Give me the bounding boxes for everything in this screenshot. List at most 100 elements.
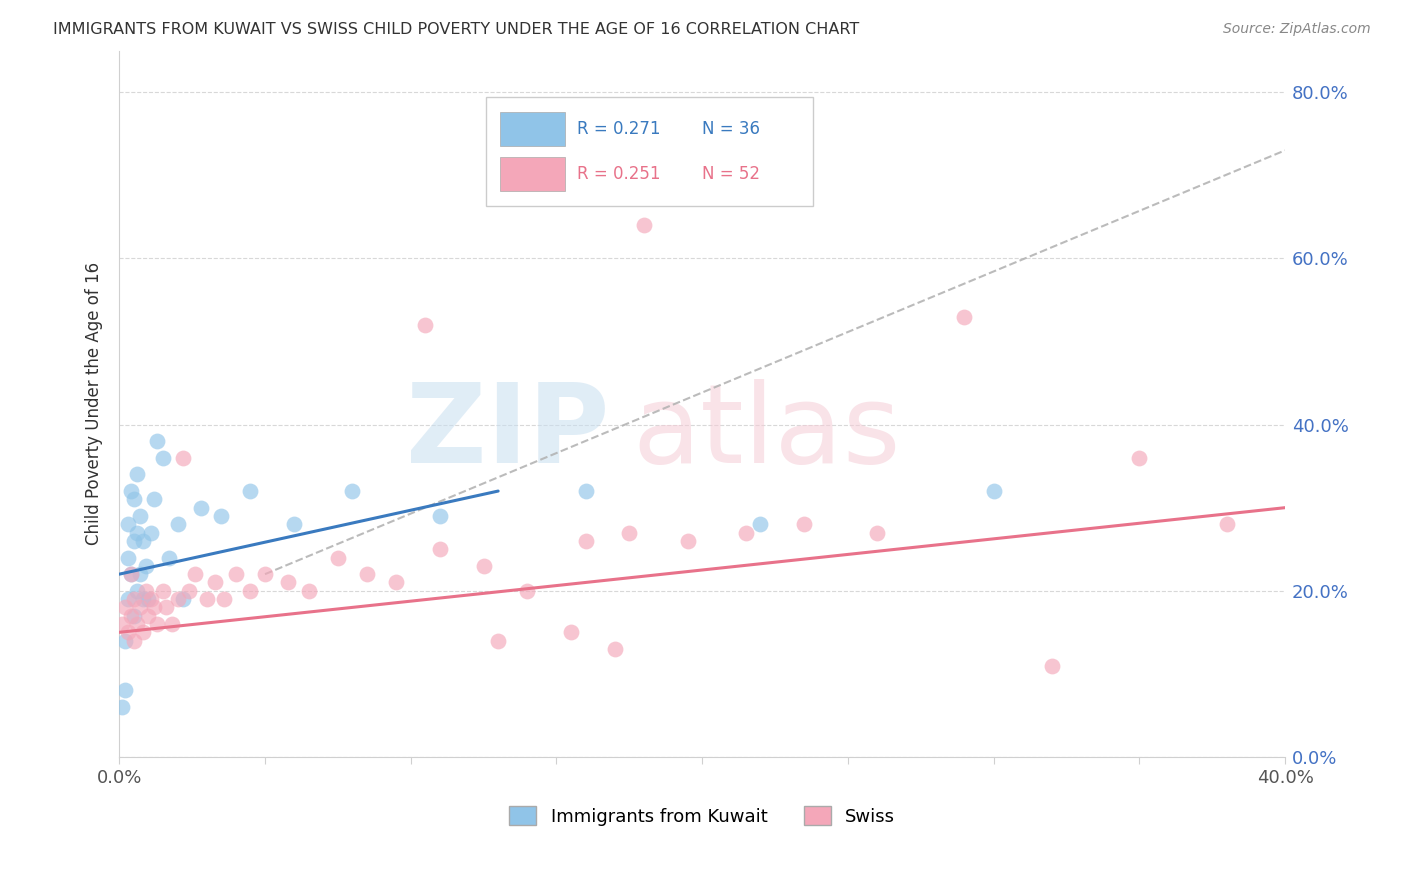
Point bbox=[141, 592, 163, 607]
Text: atlas: atlas bbox=[633, 378, 901, 485]
Point bbox=[734, 525, 756, 540]
Point bbox=[356, 567, 378, 582]
Point bbox=[122, 492, 145, 507]
Point bbox=[166, 517, 188, 532]
Point bbox=[239, 583, 262, 598]
Point bbox=[603, 642, 626, 657]
FancyBboxPatch shape bbox=[486, 96, 813, 206]
Point bbox=[172, 450, 194, 465]
Point bbox=[155, 600, 177, 615]
Point bbox=[983, 484, 1005, 499]
Point bbox=[574, 533, 596, 548]
Point bbox=[1040, 658, 1063, 673]
Point bbox=[143, 492, 166, 507]
Point bbox=[253, 567, 276, 582]
Point bbox=[619, 525, 641, 540]
Point bbox=[120, 567, 142, 582]
Point bbox=[120, 567, 142, 582]
Point bbox=[195, 592, 218, 607]
Point bbox=[111, 617, 134, 632]
Point bbox=[204, 575, 226, 590]
Point bbox=[160, 617, 183, 632]
Point bbox=[146, 617, 169, 632]
Point bbox=[486, 633, 509, 648]
Point bbox=[283, 517, 305, 532]
Point bbox=[472, 558, 495, 573]
Point bbox=[298, 583, 321, 598]
Point bbox=[1215, 517, 1237, 532]
Point bbox=[146, 434, 169, 449]
Point bbox=[690, 185, 713, 199]
FancyBboxPatch shape bbox=[501, 112, 565, 146]
Point bbox=[166, 592, 188, 607]
Point bbox=[131, 592, 153, 607]
Point bbox=[190, 500, 212, 515]
Point bbox=[125, 467, 148, 482]
Point bbox=[122, 533, 145, 548]
Point bbox=[429, 508, 451, 523]
Point bbox=[114, 633, 136, 648]
Text: R = 0.251: R = 0.251 bbox=[578, 164, 661, 183]
Point bbox=[1128, 450, 1150, 465]
Point bbox=[184, 567, 207, 582]
Point bbox=[138, 592, 160, 607]
Point bbox=[122, 633, 145, 648]
Point bbox=[138, 608, 160, 623]
Point bbox=[212, 592, 235, 607]
Point bbox=[385, 575, 408, 590]
Point bbox=[120, 484, 142, 499]
Point bbox=[239, 484, 262, 499]
Point bbox=[152, 450, 174, 465]
Point bbox=[117, 517, 139, 532]
Point bbox=[141, 525, 163, 540]
Point bbox=[143, 600, 166, 615]
Point bbox=[749, 517, 772, 532]
Point bbox=[120, 608, 142, 623]
Legend: Immigrants from Kuwait, Swiss: Immigrants from Kuwait, Swiss bbox=[509, 806, 896, 826]
Point bbox=[134, 558, 156, 573]
Text: N = 52: N = 52 bbox=[702, 164, 761, 183]
Text: N = 36: N = 36 bbox=[702, 120, 761, 138]
Y-axis label: Child Poverty Under the Age of 16: Child Poverty Under the Age of 16 bbox=[86, 262, 103, 545]
Point bbox=[676, 533, 699, 548]
Point bbox=[152, 583, 174, 598]
Point bbox=[131, 625, 153, 640]
Text: R = 0.271: R = 0.271 bbox=[578, 120, 661, 138]
Point bbox=[793, 517, 815, 532]
Point bbox=[117, 592, 139, 607]
Point bbox=[225, 567, 247, 582]
Point bbox=[125, 525, 148, 540]
Point bbox=[114, 600, 136, 615]
Point bbox=[157, 550, 180, 565]
Point bbox=[179, 583, 201, 598]
FancyBboxPatch shape bbox=[501, 157, 565, 191]
Point bbox=[209, 508, 232, 523]
Point bbox=[117, 550, 139, 565]
Point bbox=[125, 617, 148, 632]
Point bbox=[866, 525, 889, 540]
Text: IMMIGRANTS FROM KUWAIT VS SWISS CHILD POVERTY UNDER THE AGE OF 16 CORRELATION CH: IMMIGRANTS FROM KUWAIT VS SWISS CHILD PO… bbox=[53, 22, 859, 37]
Point bbox=[953, 310, 976, 324]
Point bbox=[117, 625, 139, 640]
Point bbox=[172, 592, 194, 607]
Point bbox=[114, 683, 136, 698]
Point bbox=[574, 484, 596, 499]
Point bbox=[633, 218, 655, 232]
Point bbox=[342, 484, 364, 499]
Point bbox=[131, 533, 153, 548]
Point bbox=[516, 583, 538, 598]
Point bbox=[128, 508, 150, 523]
Point bbox=[128, 600, 150, 615]
Point bbox=[326, 550, 349, 565]
Point bbox=[277, 575, 299, 590]
Point bbox=[111, 700, 134, 714]
Point bbox=[122, 608, 145, 623]
Point bbox=[429, 542, 451, 557]
Point bbox=[122, 592, 145, 607]
Point bbox=[560, 625, 582, 640]
Text: ZIP: ZIP bbox=[405, 378, 609, 485]
Point bbox=[128, 567, 150, 582]
Point bbox=[134, 583, 156, 598]
Text: Source: ZipAtlas.com: Source: ZipAtlas.com bbox=[1223, 22, 1371, 37]
Point bbox=[125, 583, 148, 598]
